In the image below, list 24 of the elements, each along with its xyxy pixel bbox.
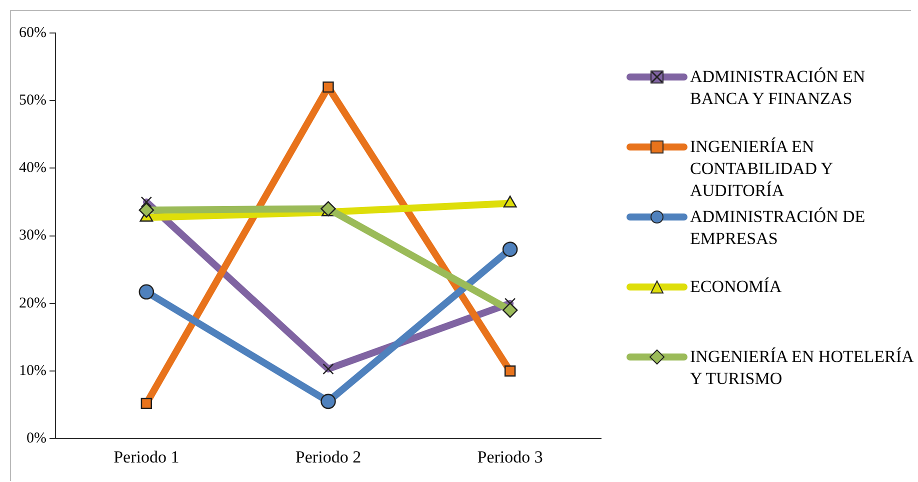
point — [322, 81, 334, 93]
x-tick-label: Periodo 3 — [477, 447, 543, 466]
y-tick-label: 10% — [18, 362, 46, 379]
point — [320, 201, 336, 216]
y-tick-label: 20% — [18, 295, 46, 312]
legend-label: ADMINISTRACIÓN EN BANCA Y FINANZAS — [690, 66, 866, 110]
y-tick-label: 0% — [26, 430, 46, 447]
point — [140, 398, 152, 410]
legend-label: INGENIERÍA EN CONTABILIDAD Y AUDITORÍA — [690, 136, 834, 202]
point — [138, 202, 154, 218]
point — [138, 284, 154, 300]
legend-label: ECONOMÍA — [690, 276, 782, 298]
y-tick-label: 50% — [18, 92, 46, 109]
point — [502, 302, 518, 318]
x-tick-label: Periodo 1 — [114, 447, 180, 466]
legend-label: ADMINISTRACIÓN DE EMPRESAS — [690, 206, 866, 250]
y-tick-label: 40% — [18, 160, 46, 176]
y-tick-label: 30% — [18, 228, 46, 244]
x-tick-label: Periodo 2 — [295, 447, 362, 466]
point — [504, 365, 516, 377]
point — [502, 242, 518, 257]
point — [320, 394, 336, 410]
y-tick-label: 60% — [18, 24, 46, 41]
legend-label: INGENIERÍA EN HOTELERÍA Y TURISMO — [690, 346, 914, 390]
